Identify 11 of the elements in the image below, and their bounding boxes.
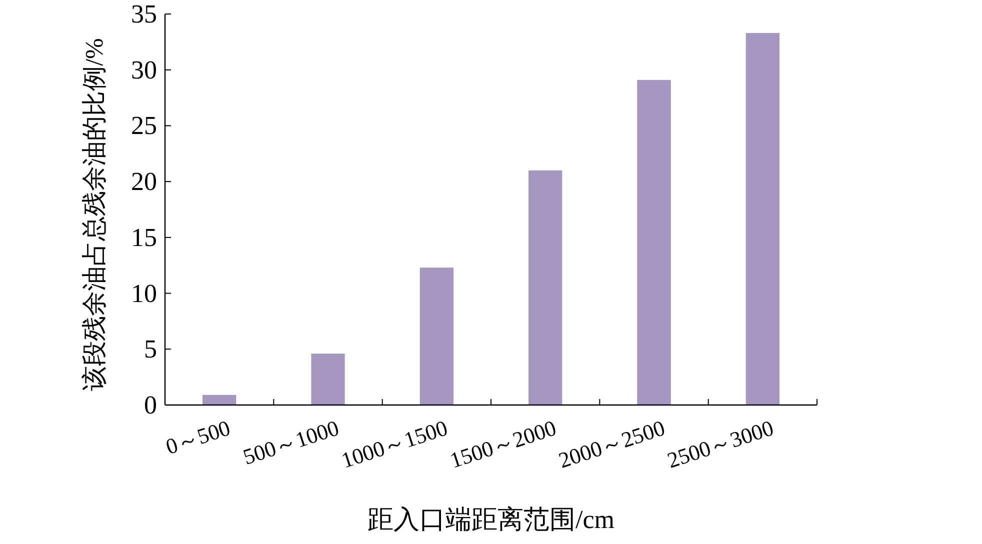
y-tick-label: 35 (131, 0, 157, 28)
x-tick-label: 0～500 (162, 415, 234, 460)
y-tick-label: 15 (131, 222, 157, 252)
y-tick-label: 30 (131, 55, 157, 84)
y-tick-label: 20 (131, 167, 157, 196)
y-axis-title: 该段残余油占总残余油的比例/% (80, 38, 108, 391)
x-axis-title: 距入口端距离范围/cm (368, 505, 614, 534)
y-tick-label: 25 (131, 111, 157, 140)
y-tick-label: 5 (144, 334, 157, 364)
y-tick-label: 10 (131, 278, 157, 308)
y-tick-label: 0 (144, 390, 157, 420)
